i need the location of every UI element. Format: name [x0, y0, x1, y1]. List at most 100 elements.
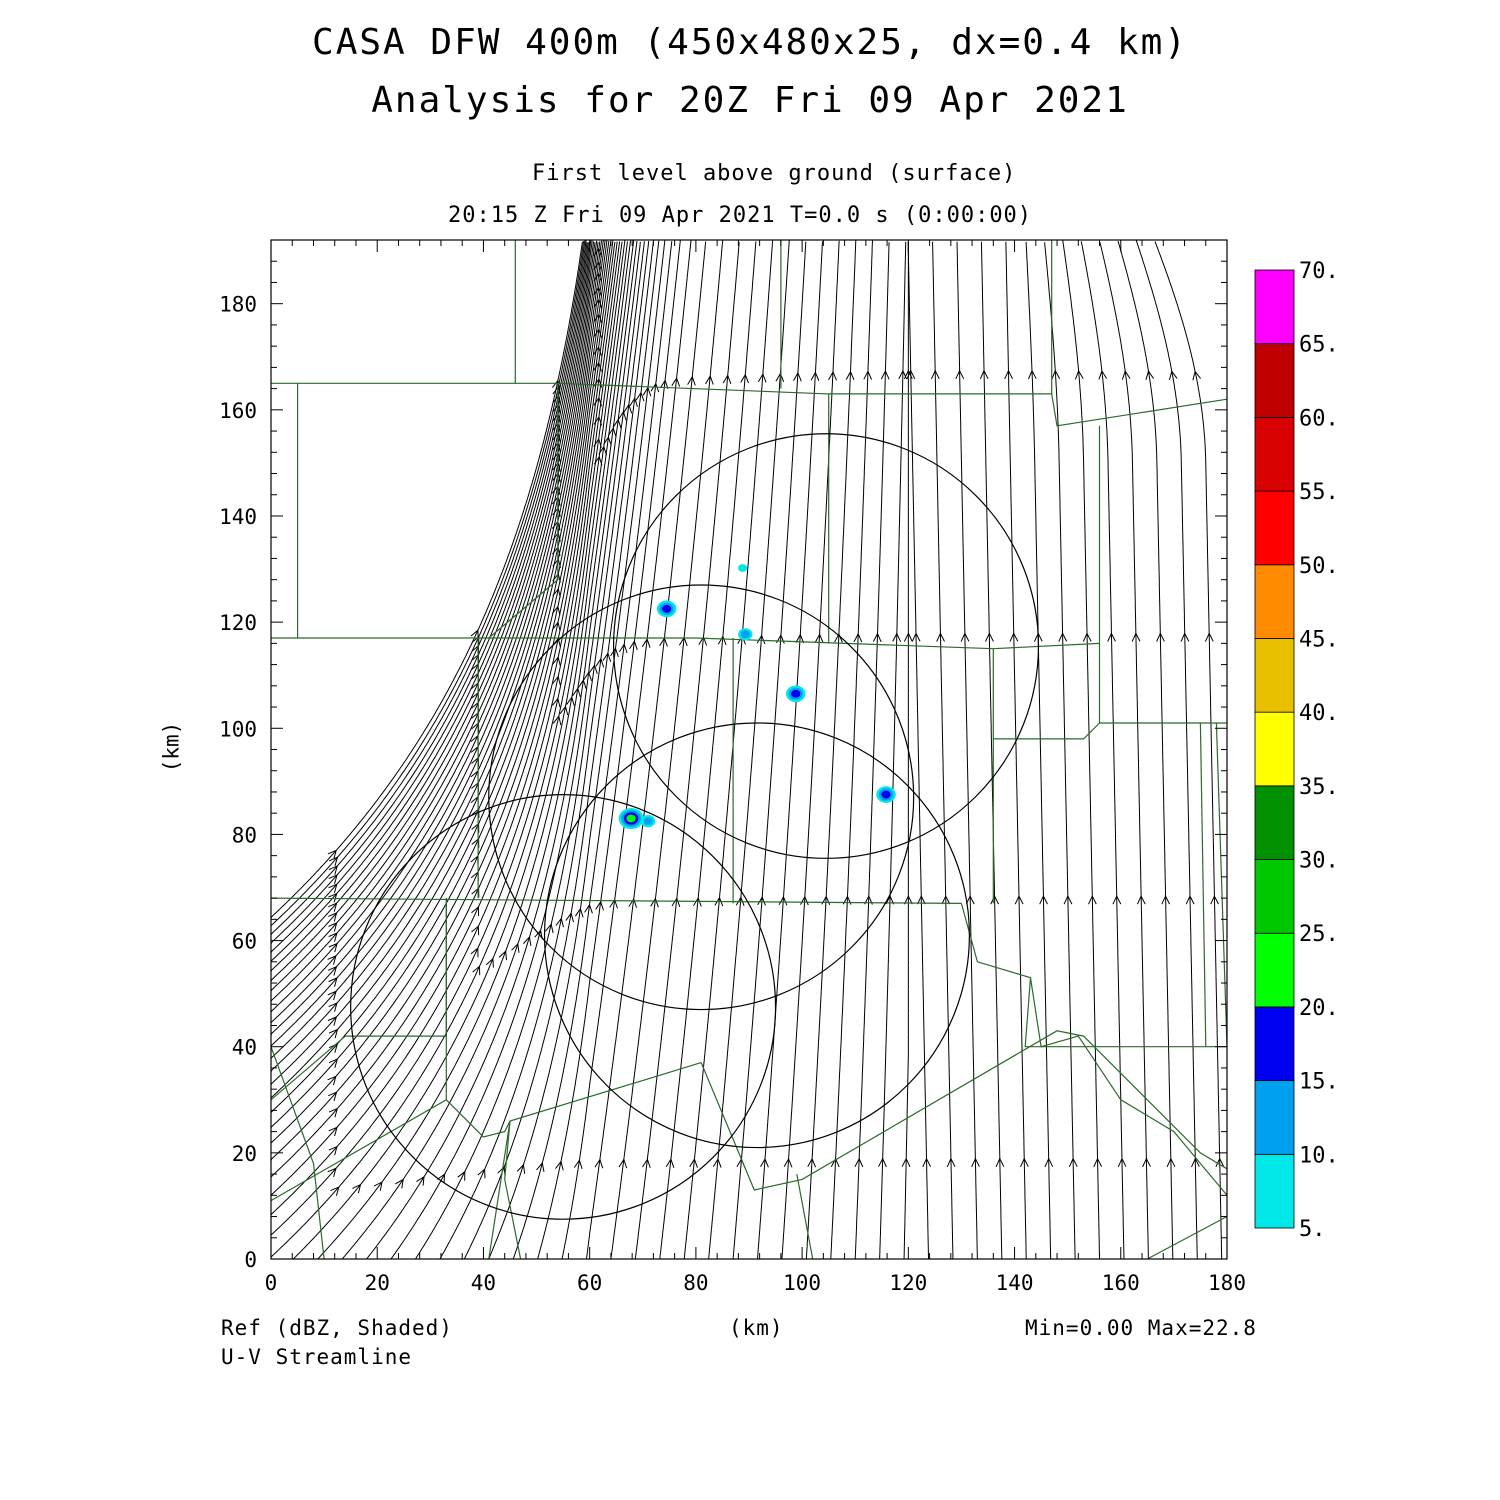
- streamline-arrow: [903, 894, 913, 905]
- streamline-arrow: [566, 696, 575, 707]
- streamline-arrow: [1082, 632, 1092, 642]
- colorbar-swatch: [1254, 269, 1295, 345]
- streamline-arrow: [577, 678, 587, 689]
- streamline-arrow: [642, 386, 652, 397]
- colorbar-swatch: [1254, 416, 1295, 492]
- y-tick-label: 60: [232, 930, 257, 954]
- county-border: [700, 1030, 1228, 1191]
- streamline: [1025, 241, 1052, 1260]
- county-border: [270, 1046, 325, 1260]
- streamline: [1135, 239, 1198, 1260]
- streamline-arrow: [1168, 370, 1178, 381]
- streamline-arrow: [328, 1058, 339, 1068]
- streamline-arrow: [1204, 632, 1214, 642]
- streamline-arrow: [511, 942, 520, 953]
- streamline: [683, 240, 774, 1260]
- streamline: [732, 241, 807, 1260]
- streamline: [1062, 240, 1100, 1259]
- streamline-arrow: [471, 925, 480, 936]
- county-border: [1215, 722, 1228, 1047]
- county-borders: [270, 240, 1228, 1260]
- streamline-arrow: [593, 313, 603, 324]
- streamline-arrow: [1191, 1157, 1200, 1168]
- streamline-arrow: [814, 633, 824, 643]
- streamline-arrow: [623, 403, 633, 414]
- streamline-arrow: [328, 977, 338, 987]
- streamline-arrow: [610, 647, 619, 658]
- streamline-arrow: [470, 629, 479, 640]
- county-border: [1199, 722, 1207, 1047]
- colorbar-label: 50.: [1299, 554, 1339, 579]
- streamline-arrow: [717, 635, 727, 646]
- streamline: [757, 241, 823, 1260]
- streamline: [1044, 242, 1076, 1259]
- streamline-arrow: [1156, 632, 1165, 642]
- streamline-arrow: [583, 671, 592, 681]
- field-label: Ref (dBZ, Shaded): [221, 1316, 453, 1340]
- streamline-arrow: [735, 896, 745, 906]
- streamline-arrow: [327, 1167, 337, 1178]
- streamline-arrow: [1185, 894, 1195, 905]
- streamline: [537, 240, 681, 1260]
- streamline: [512, 241, 673, 1260]
- streamline-arrow: [618, 1158, 628, 1169]
- streamline-arrow: [872, 632, 882, 643]
- streamline-arrow: [722, 374, 732, 384]
- county-border: [271, 637, 1100, 650]
- streamline: [270, 240, 587, 947]
- streamline: [634, 242, 740, 1260]
- colorbar-label: 10.: [1299, 1143, 1339, 1168]
- vector-label: U-V Streamline: [221, 1345, 413, 1369]
- streamline-arrow: [793, 371, 802, 382]
- streamline-arrow: [593, 260, 602, 271]
- streamline: [390, 241, 645, 1260]
- y-tick-label: 120: [219, 611, 257, 635]
- y-tick-label: 100: [219, 717, 257, 741]
- streamline-arrow: [628, 897, 638, 908]
- streamline-arrow: [1192, 370, 1201, 381]
- streamline-arrow: [328, 1107, 339, 1118]
- streamline-arrow: [552, 656, 561, 667]
- streamline-arrow: [559, 705, 569, 716]
- streamline: [1154, 241, 1223, 1260]
- streamline-arrow: [594, 1158, 604, 1169]
- streamline-arrow: [885, 894, 895, 905]
- colorbar-label: 45.: [1299, 627, 1339, 652]
- streamline-arrow: [328, 1002, 338, 1012]
- streamline-arrow: [523, 935, 532, 946]
- streamline-arrow: [328, 865, 338, 875]
- streamline-arrow: [328, 1091, 338, 1102]
- streamline-arrow: [955, 369, 965, 380]
- county-border: [828, 240, 1053, 395]
- radar-range-rings: [350, 433, 1040, 1220]
- streamline-arrow: [607, 426, 617, 437]
- streamline-arrow: [946, 1157, 956, 1168]
- time-label: 20:15 Z Fri 09 Apr 2021 T=0.0 s (0:00:00…: [448, 203, 1033, 228]
- county-border: [488, 1120, 511, 1260]
- streamline: [830, 240, 873, 1260]
- streamline-arrow: [436, 1173, 446, 1184]
- streamline: [805, 240, 857, 1260]
- streamline: [270, 241, 601, 1050]
- streamline-arrow: [757, 372, 767, 383]
- county-border: [1098, 643, 1227, 724]
- streamline: [270, 240, 586, 938]
- streamline: [270, 241, 595, 1005]
- streamline-arrow: [516, 1163, 526, 1174]
- streamline-arrow: [551, 605, 561, 616]
- streamline-arrow: [472, 965, 481, 976]
- streamline-arrow: [650, 897, 659, 908]
- streamline-arrow: [830, 1157, 840, 1168]
- radar-range-ring: [488, 584, 915, 1011]
- streamline-arrow: [853, 632, 863, 643]
- colorbar-label: 40.: [1299, 701, 1339, 726]
- streamline: [981, 241, 1003, 1259]
- streamline-arrow: [1180, 632, 1190, 642]
- streamline-arrow: [555, 917, 564, 928]
- streamline-arrow: [327, 990, 337, 1001]
- streamline-arrow: [565, 912, 574, 923]
- y-axis-label: (km): [159, 721, 184, 773]
- streamline-arrow: [327, 965, 338, 976]
- colorbar-swatch: [1254, 343, 1295, 418]
